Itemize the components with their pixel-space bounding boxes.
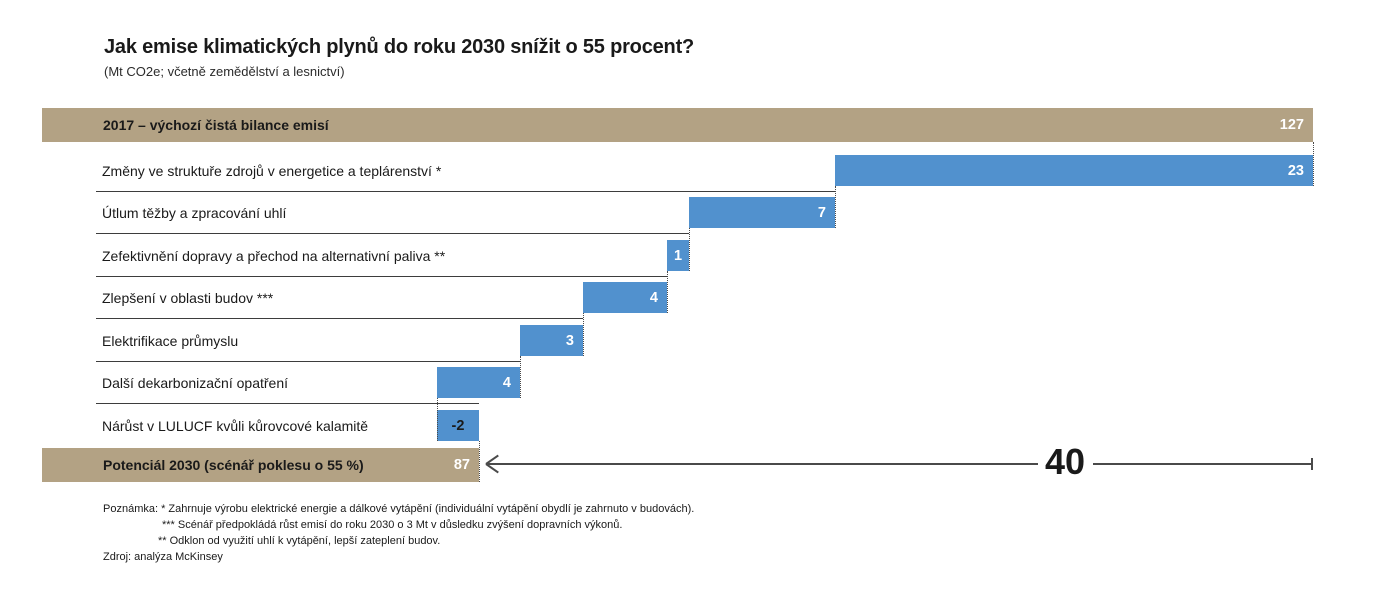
bar-value-other-measures: 4: [502, 374, 511, 391]
step-connector: [835, 186, 836, 228]
row-baseline: [96, 403, 479, 404]
row-label-other-measures: Další dekarbonizační opatření: [102, 374, 288, 391]
row-label-electrification: Elektrifikace průmyslu: [102, 332, 239, 349]
row-label-lulucf: Nárůst v LULUCF kvůli kůrovcové kalamitě: [102, 417, 369, 434]
bar-energy-mix: 23: [835, 155, 1313, 186]
bar-value-coal-decline: 7: [817, 204, 826, 221]
chart-title: Jak emise klimatických plynů do roku 203…: [104, 36, 695, 58]
bar-buildings: 4: [583, 282, 667, 313]
step-connector: [583, 313, 584, 356]
bar-2030-potential: Potenciál 2030 (scénář poklesu o 55 %) 8…: [42, 448, 479, 482]
row-label-2017-baseline: 2017 – výchozí čistá bilance emisí: [103, 117, 329, 133]
row-label-buildings: Zlepšení v oblasti budov ***: [102, 289, 274, 306]
reduction-arrow-line: [488, 463, 1038, 465]
bar-value-2017-baseline: 127: [1279, 117, 1304, 133]
bar-transport: 1: [667, 240, 689, 271]
bar-lulucf: -2: [437, 410, 479, 441]
bar-coal-decline: 7: [689, 197, 835, 228]
bar-value-transport: 1: [673, 247, 683, 264]
bar-value-energy-mix: 23: [1287, 162, 1304, 179]
bar-value-electrification: 3: [565, 332, 574, 349]
row-baseline: [96, 361, 520, 362]
footnote-1: Poznámka: * Zahrnuje výrobu elektrické e…: [103, 503, 695, 515]
row-label-coal-decline: Útlum těžby a zpracování uhlí: [102, 204, 287, 221]
reduction-arrow-line: [1093, 463, 1313, 465]
arrow-end-tick: [1311, 458, 1313, 470]
row-baseline: [96, 318, 583, 319]
row-baseline: [96, 276, 667, 277]
bar-electrification: 3: [520, 325, 583, 356]
chart-subtitle: (Mt CO2e; včetně zemědělství a lesnictví…: [104, 64, 345, 79]
footnote-2: *** Scénář předpokládá růst emisí do rok…: [162, 519, 623, 531]
step-connector: [689, 228, 690, 271]
step-connector: [1313, 142, 1314, 186]
bar-value-buildings: 4: [649, 289, 658, 306]
row-baseline: [96, 233, 689, 234]
row-label-transport: Zefektivnění dopravy a přechod na altern…: [102, 247, 446, 264]
step-connector: [479, 441, 480, 482]
row-label-2030-potential: Potenciál 2030 (scénář poklesu o 55 %): [103, 457, 364, 473]
bar-value-lulucf: -2: [451, 417, 465, 434]
bar-value-2030-potential: 87: [453, 457, 470, 473]
step-connector: [667, 271, 668, 313]
row-label-energy-mix: Změny ve struktuře zdrojů v energetice a…: [102, 162, 442, 179]
source-note: Zdroj: analýza McKinsey: [103, 551, 223, 563]
footnote-3: ** Odklon od využití uhlí k vytápění, le…: [158, 535, 441, 547]
step-connector: [520, 356, 521, 398]
bar-other-measures: 4: [437, 367, 520, 398]
total-reduction-value: 40: [1044, 441, 1086, 482]
row-baseline: [96, 191, 835, 192]
bar-2017-baseline: 2017 – výchozí čistá bilance emisí 127: [42, 108, 1313, 142]
step-connector: [437, 398, 438, 441]
